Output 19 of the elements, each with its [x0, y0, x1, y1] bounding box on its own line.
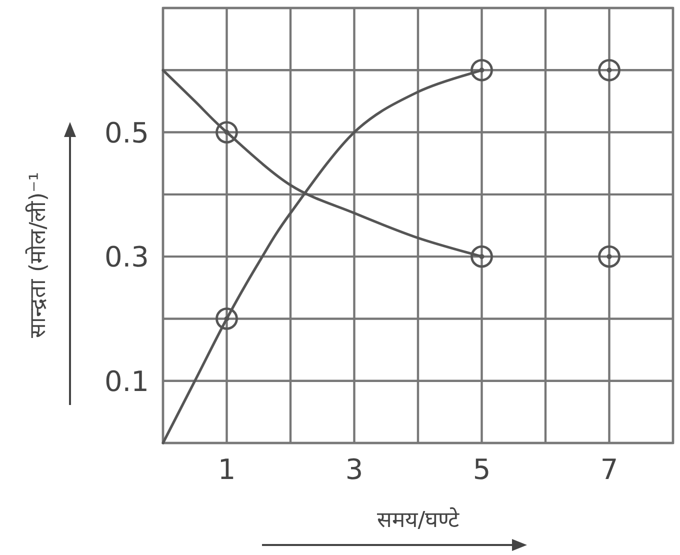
point: [216, 121, 238, 144]
point: [479, 68, 484, 73]
x-tick-label: 1: [218, 453, 236, 486]
point: [470, 245, 493, 268]
x-axis-title: समय/घण्टे: [376, 507, 460, 533]
point: [224, 130, 230, 135]
point: [598, 245, 620, 268]
x-tick-label: 5: [472, 453, 491, 486]
point: [216, 308, 238, 330]
y-tick-label: 0.3: [104, 240, 149, 274]
y-tick-label: 0.5: [104, 116, 149, 150]
x-tick-label: 7: [600, 453, 618, 486]
y-axis-title: सान्द्रता (मोल/ली)⁻¹: [25, 172, 51, 338]
point: [470, 58, 493, 82]
point: [598, 58, 620, 82]
point: [479, 254, 484, 260]
x-tick-label: 3: [345, 453, 364, 486]
point: [224, 316, 230, 322]
y-tick-label: 0.1: [104, 364, 149, 398]
